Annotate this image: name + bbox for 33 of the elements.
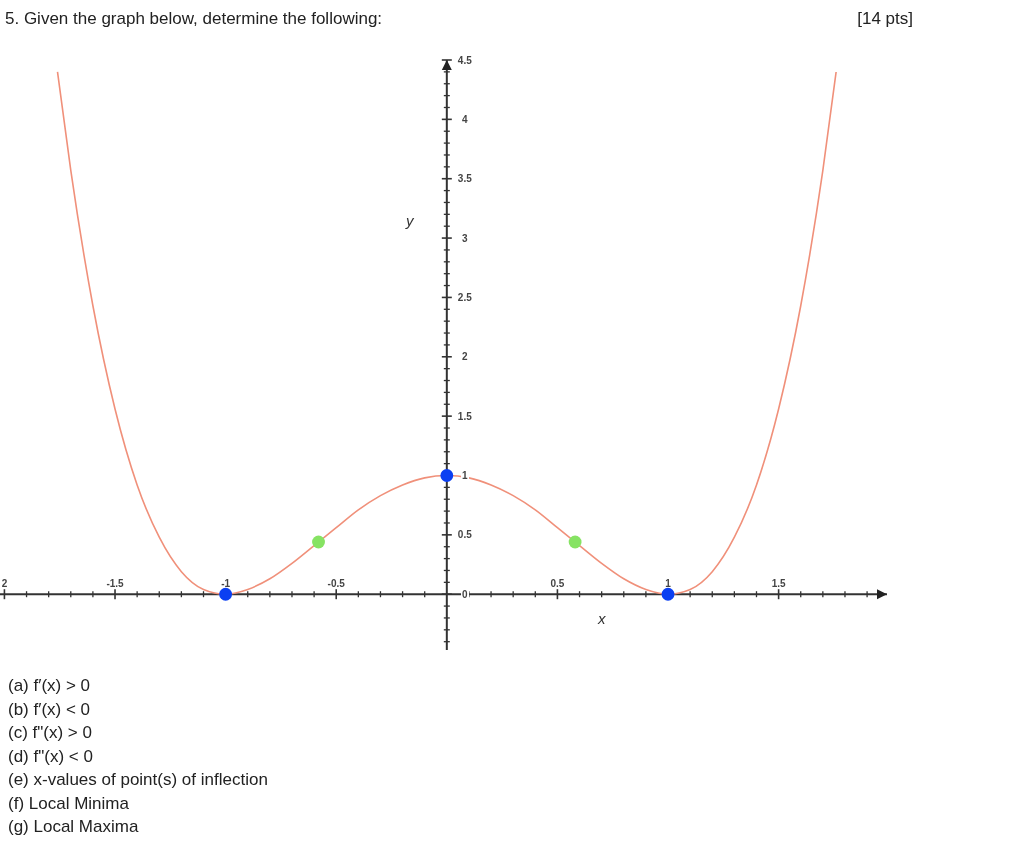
point xyxy=(219,587,233,601)
text: (d) f"(x) < 0 xyxy=(8,746,93,766)
y-tick-label: 2 xyxy=(462,351,469,363)
y-tick-label: 3.5 xyxy=(457,173,473,185)
y-tick-label: 2.5 xyxy=(457,291,473,303)
y-tick-label: 1.5 xyxy=(457,410,473,422)
x-tick-label: 1.5 xyxy=(771,578,786,590)
text: (e) x-values of point(s) of inflection xyxy=(8,770,268,789)
text: (a) f′(x) > 0 xyxy=(8,676,91,695)
point xyxy=(440,469,454,482)
point xyxy=(312,535,325,549)
y-tick-label: 0.5 xyxy=(457,529,473,541)
x-tick-label: 2 xyxy=(1,578,8,590)
x-tick-label: -1.5 xyxy=(106,578,125,590)
y-tick-label: 3 xyxy=(462,232,469,244)
text: (g) Local Maxima xyxy=(8,817,139,836)
x-tick-label: -1 xyxy=(221,578,231,590)
x-tick-label: 0.5 xyxy=(550,578,565,590)
point xyxy=(568,535,582,549)
point xyxy=(661,587,675,601)
x-axis-title: x xyxy=(596,610,606,628)
x-tick-label: -0.5 xyxy=(327,578,346,590)
text: (f) Local Minima xyxy=(8,793,130,813)
text: (b) f′(x) < 0 xyxy=(8,699,91,719)
x-tick-label: 1 xyxy=(665,578,672,590)
y-tick-label: 1 xyxy=(462,469,469,481)
y-axis-title: y xyxy=(405,212,416,230)
y-tick-label: 4 xyxy=(462,113,469,125)
y-tick-label: 4.5 xyxy=(457,54,473,66)
chart-title: 5. Given the graph below, determine the following: xyxy=(5,9,383,28)
text: [14 pts] xyxy=(857,9,913,28)
y-tick-label: 0 xyxy=(462,588,469,600)
text: (c) f"(x) > 0 xyxy=(8,723,92,742)
